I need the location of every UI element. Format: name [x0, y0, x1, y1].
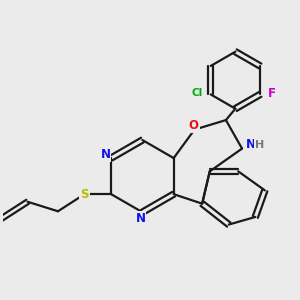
Text: N: N — [246, 138, 256, 151]
Text: S: S — [80, 188, 89, 201]
Text: H: H — [254, 140, 264, 150]
Text: N: N — [136, 212, 146, 225]
Text: F: F — [268, 87, 275, 100]
Text: Cl: Cl — [192, 88, 203, 98]
Text: O: O — [189, 119, 199, 132]
Text: N: N — [100, 148, 110, 161]
